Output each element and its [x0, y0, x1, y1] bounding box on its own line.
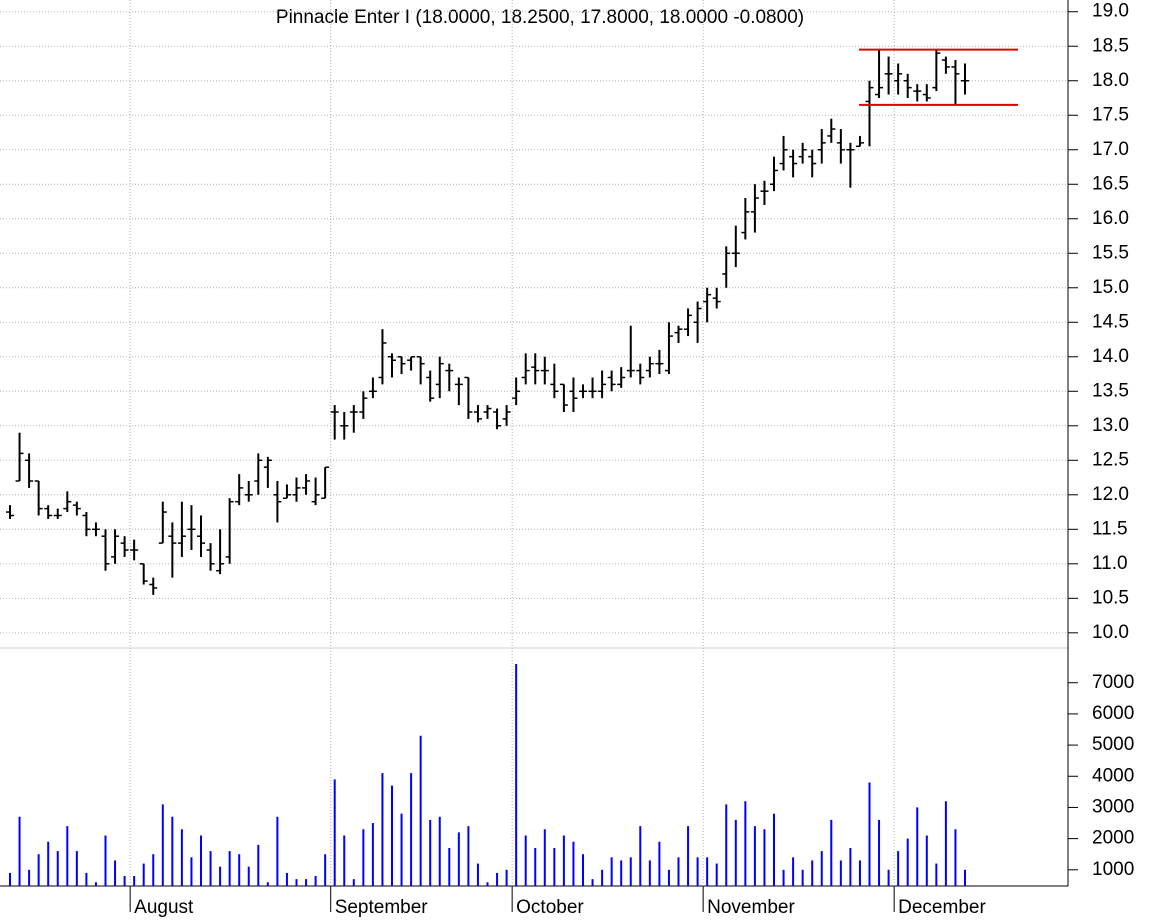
x-tick-label: September: [335, 897, 429, 918]
y2-tick-label: 4000: [1092, 765, 1134, 786]
y-tick-label: 10.5: [1092, 587, 1129, 608]
y-tick-label: 15.5: [1092, 242, 1129, 263]
y2-tick-label: 7000: [1092, 672, 1134, 693]
y-tick-label: 14.0: [1092, 346, 1129, 367]
y-tick-label: 12.0: [1092, 484, 1129, 505]
y-tick-label: 17.0: [1092, 139, 1129, 160]
y2-tick-label: 6000: [1092, 703, 1134, 724]
y-tick-label: 16.5: [1092, 173, 1129, 194]
y-tick-label: 13.0: [1092, 415, 1129, 436]
x-tick-label: December: [898, 897, 986, 918]
y-tick-label: 14.5: [1092, 311, 1129, 332]
y-tick-label: 11.0: [1092, 553, 1128, 574]
y-tick-label: 15.0: [1092, 277, 1129, 298]
x-tick-label: November: [707, 897, 795, 918]
y-tick-label: 16.0: [1092, 208, 1129, 229]
y2-tick-label: 3000: [1092, 796, 1134, 817]
y-tick-label: 12.5: [1092, 449, 1129, 470]
y2-tick-label: 1000: [1092, 859, 1134, 880]
y-tick-label: 13.5: [1092, 380, 1129, 401]
y2-tick-label: 2000: [1092, 828, 1134, 849]
y-tick-label: 18.5: [1092, 35, 1129, 56]
y-tick-label: 19.0: [1092, 1, 1129, 22]
y-tick-label: 11.5: [1092, 518, 1128, 539]
x-tick-label: October: [516, 897, 584, 918]
y-tick-label: 17.5: [1092, 104, 1129, 125]
y2-tick-label: 5000: [1092, 734, 1134, 755]
x-tick-label: August: [134, 897, 194, 918]
chart-title: Pinnacle Enter I (18.0000, 18.2500, 17.8…: [276, 7, 804, 28]
y-tick-label: 10.0: [1092, 622, 1129, 643]
y-tick-label: 18.0: [1092, 70, 1129, 91]
